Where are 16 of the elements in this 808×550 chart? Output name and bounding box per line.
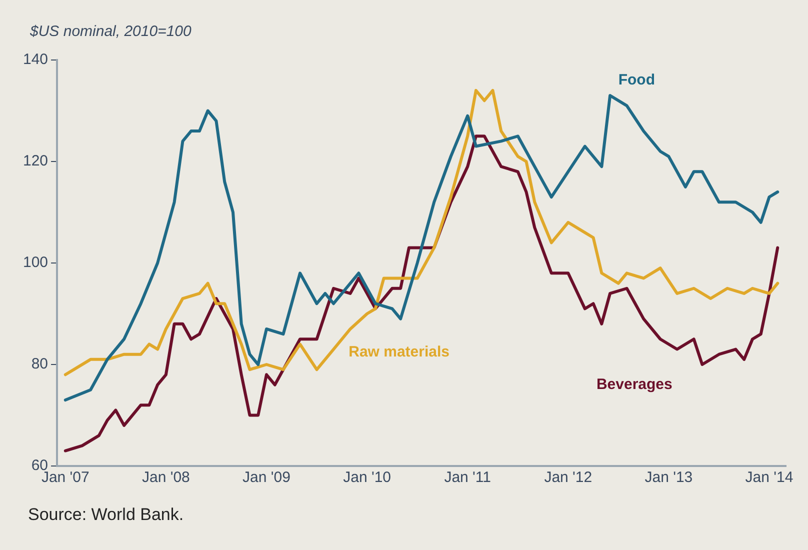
- x-tick-label: Jan '12: [544, 469, 592, 486]
- series-label: Food: [618, 71, 655, 88]
- y-tick-label: 140: [22, 51, 48, 68]
- y-tick-label: 100: [22, 254, 48, 272]
- x-tick-label: Jan '10: [343, 469, 392, 486]
- y-axis-title: $US nominal, 2010=100: [29, 23, 192, 40]
- x-tick-label: Jan '08: [142, 469, 190, 486]
- x-tick-label: Jan '11: [444, 469, 491, 486]
- source-note: Source: World Bank.: [28, 505, 184, 525]
- series-label: Beverages: [596, 376, 672, 393]
- y-tick-label: 120: [22, 152, 48, 170]
- x-tick-label: Jan '13: [644, 469, 693, 486]
- x-tick-label: Jan '14: [745, 469, 794, 486]
- x-tick-label: Jan '09: [242, 469, 290, 486]
- y-tick-label: 80: [31, 356, 48, 373]
- series-label: Raw materials: [348, 343, 450, 360]
